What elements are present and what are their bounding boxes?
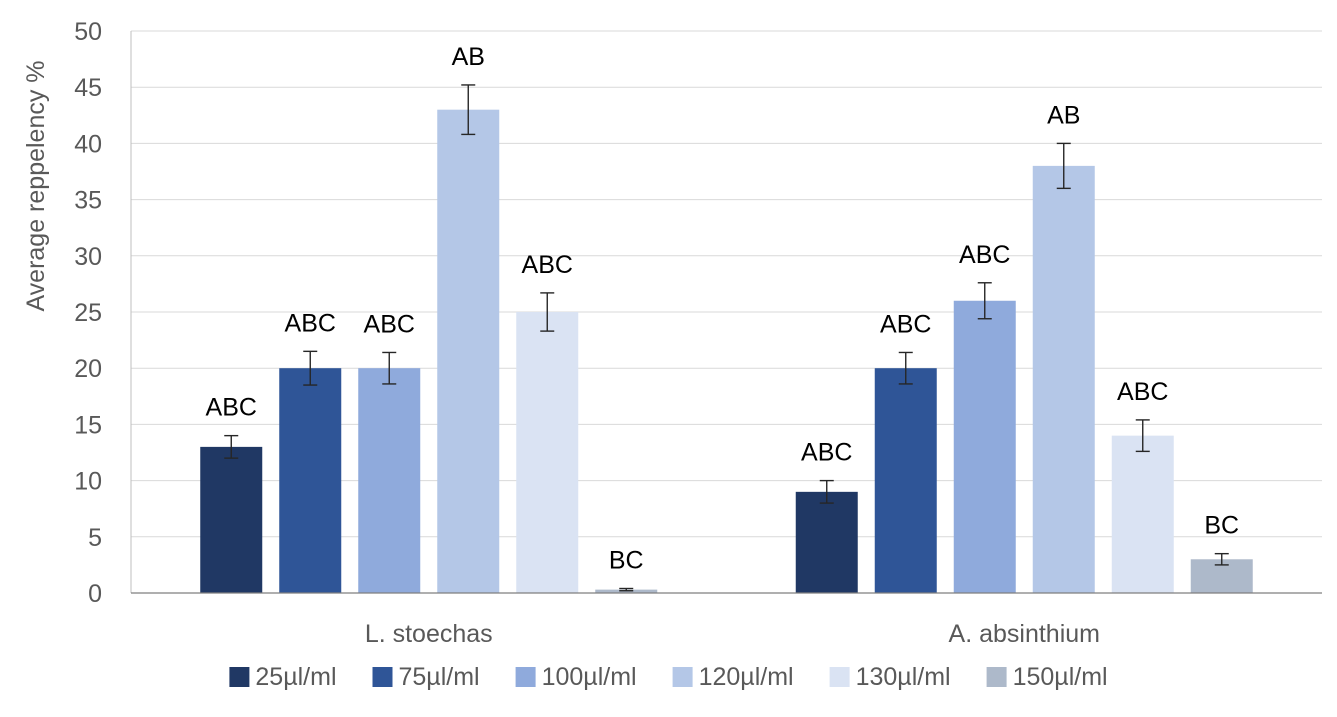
error-bars — [224, 84, 1229, 592]
bar — [1032, 165, 1095, 593]
bar — [279, 368, 342, 593]
data-label: AB — [1047, 101, 1080, 129]
y-tick-label: 20 — [74, 355, 102, 383]
y-tick-label: 5 — [88, 524, 102, 552]
data-label: ABC — [206, 394, 257, 422]
bar — [795, 491, 858, 593]
data-label: ABC — [285, 309, 336, 337]
data-label: ABC — [522, 251, 573, 279]
data-label: ABC — [959, 241, 1010, 269]
data-labels: ABC ABC ABC AB ABC BC ABC ABC ABC AB ABC BC — [206, 43, 1240, 575]
y-tick-label: 40 — [74, 130, 102, 158]
legend-label: 100µl/ml — [542, 663, 637, 691]
bar — [358, 368, 421, 593]
legend-swatch — [672, 667, 693, 687]
y-tick-label: 45 — [74, 74, 102, 102]
legend-label: 75µl/ml — [399, 663, 480, 691]
data-label: ABC — [880, 310, 931, 338]
y-tick-label: 50 — [74, 18, 102, 46]
x-category-label: L. stoechas — [365, 620, 493, 648]
y-tick-label: 15 — [74, 411, 102, 439]
data-label: BC — [609, 547, 644, 575]
y-tick-label: 30 — [74, 243, 102, 271]
legend-label: 150µl/ml — [1013, 663, 1108, 691]
bar — [1111, 435, 1174, 593]
legend-swatch — [829, 667, 850, 687]
bars — [200, 109, 1253, 594]
y-tick-label: 35 — [74, 187, 102, 215]
axes: 0 5 10 15 20 25 30 35 40 45 50 L. stoechas A. absint… — [74, 18, 1322, 648]
bar — [874, 368, 937, 593]
data-label: ABC — [364, 310, 415, 338]
legend-swatch — [372, 667, 393, 687]
bar — [953, 300, 1016, 593]
data-label: ABC — [1117, 378, 1168, 406]
y-tick-label: 10 — [74, 468, 102, 496]
legend-label: 130µl/ml — [856, 663, 951, 691]
data-label: AB — [452, 43, 485, 71]
y-tick-label: 25 — [74, 299, 102, 327]
legend: 25µl/ml 75µl/ml 100µl/ml 120µl/ml 130µl/ml 15… — [229, 663, 1108, 691]
bar — [516, 312, 579, 593]
legend-label: 25µl/ml — [255, 663, 336, 691]
data-label: ABC — [801, 439, 852, 467]
y-axis-title: Average reppelency % — [22, 60, 50, 311]
bar — [437, 109, 500, 594]
legend-swatch — [986, 667, 1007, 687]
legend-swatch — [515, 667, 536, 687]
x-category-label: A. absinthium — [949, 620, 1100, 648]
legend-swatch — [229, 667, 250, 687]
legend-label: 120µl/ml — [699, 663, 794, 691]
data-label: BC — [1204, 512, 1239, 540]
y-tick-label: 0 — [88, 580, 102, 608]
bar — [200, 446, 263, 593]
